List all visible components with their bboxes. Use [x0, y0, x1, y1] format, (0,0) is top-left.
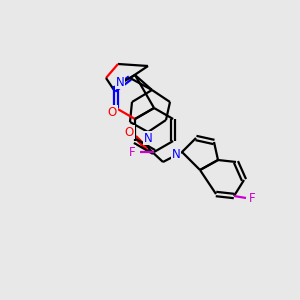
- Text: N: N: [144, 131, 152, 145]
- Text: O: O: [107, 106, 117, 118]
- Text: F: F: [249, 191, 255, 205]
- Text: N: N: [172, 148, 180, 160]
- Text: N: N: [116, 76, 124, 88]
- Text: O: O: [124, 125, 134, 139]
- Text: F: F: [129, 146, 135, 158]
